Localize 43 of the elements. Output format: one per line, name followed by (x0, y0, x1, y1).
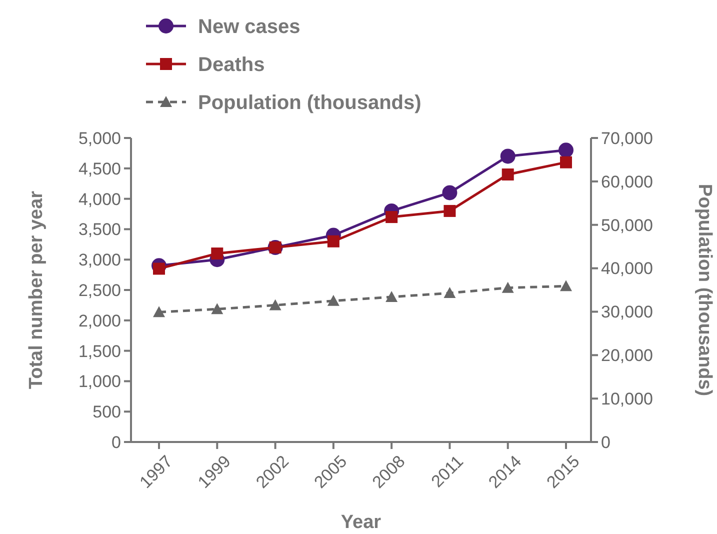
legend-label: New cases (198, 16, 300, 38)
point (386, 211, 398, 224)
y-tick-label: 2,500 (78, 280, 121, 300)
y-tick-label: 1,000 (78, 372, 121, 392)
point (153, 262, 165, 275)
point (444, 204, 456, 217)
y-tick-label: 4,000 (78, 190, 121, 209)
y-tick-label: 5,000 (78, 128, 121, 148)
point (269, 299, 282, 310)
y2-tick-label: 40,000 (601, 259, 653, 278)
y2-tick-label: 30,000 (601, 302, 653, 322)
x-axis-title: Year (340, 512, 382, 533)
point (211, 303, 224, 314)
y-tick-label: 2,000 (78, 311, 121, 330)
y2-tick-label: 60,000 (601, 172, 653, 192)
point (153, 306, 165, 318)
point (558, 142, 574, 158)
y2-tick-label: 50,000 (601, 216, 653, 235)
point (560, 280, 572, 292)
y-tick-label: 3,500 (78, 220, 121, 240)
y-tick-label: 1,500 (78, 342, 121, 361)
y-tick-label: 0 (112, 432, 121, 452)
point (500, 148, 516, 164)
y-tick-label: 4,500 (78, 159, 121, 178)
point (502, 168, 514, 180)
y2-tick-label: 20,000 (601, 346, 653, 366)
y-axis-title: Total number per year (26, 190, 47, 390)
point (211, 248, 224, 260)
legend-label: Population (thousands) (198, 92, 422, 114)
y-tick-label: 500 (92, 402, 121, 422)
point (502, 282, 514, 293)
point (327, 294, 340, 306)
y2-axis-title: Population (thousands) (694, 184, 715, 396)
legend-label: Deaths (198, 54, 265, 76)
y-tick-label: 3,000 (78, 250, 121, 270)
point (386, 290, 398, 302)
point (327, 235, 340, 248)
point (442, 185, 458, 200)
y2-tick-label: 0 (601, 432, 610, 452)
y2-tick-label: 70,000 (601, 128, 653, 148)
point (560, 156, 572, 168)
y2-tick-label: 10,000 (601, 390, 653, 409)
point (444, 287, 456, 298)
